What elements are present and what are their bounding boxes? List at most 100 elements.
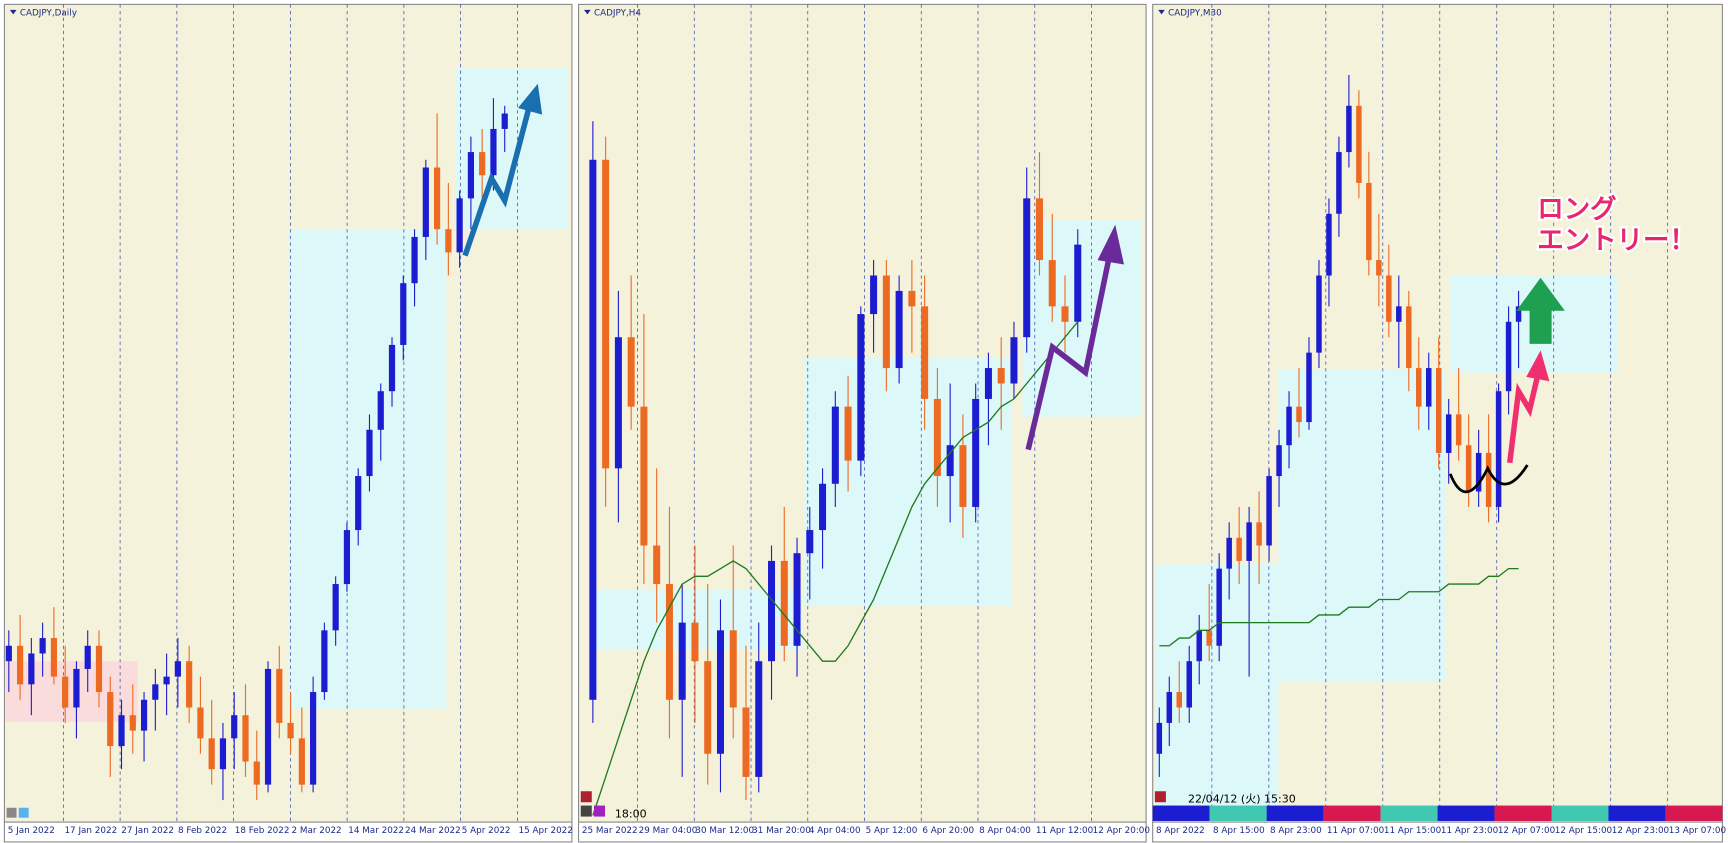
candle-body — [1346, 105, 1352, 153]
candle-body — [1425, 368, 1432, 407]
candle-body — [388, 344, 396, 392]
x-tick-label: 4 Apr 04:00 — [809, 826, 861, 836]
candle-body — [665, 584, 673, 700]
candle-body — [1485, 452, 1492, 507]
candle-body — [1445, 414, 1452, 453]
candle-body — [933, 398, 941, 477]
indicator-icon — [18, 807, 29, 818]
annotation-text: ロング — [1537, 194, 1616, 225]
candle-body — [95, 645, 103, 693]
candle-body — [1246, 522, 1252, 561]
candle-body — [1336, 152, 1342, 214]
candle-body — [984, 368, 992, 399]
range-box — [1278, 369, 1446, 682]
candle-body — [895, 290, 903, 369]
session-bar — [1380, 805, 1438, 821]
candle-body — [400, 283, 407, 345]
collapse-icon — [584, 9, 591, 15]
candle-body — [163, 676, 170, 685]
candle-body — [501, 113, 508, 129]
candle-body — [870, 275, 878, 315]
candle-body — [1366, 182, 1372, 261]
session-bar — [1551, 805, 1609, 821]
candle-body — [343, 530, 351, 585]
candle-body — [456, 198, 463, 253]
candle-body — [39, 638, 46, 654]
candle-body — [1406, 306, 1412, 369]
candle-body — [844, 406, 852, 461]
candle-body — [140, 699, 148, 731]
candle-body — [1166, 692, 1173, 723]
panel-title: CADJPY,H4 — [594, 8, 641, 18]
candle-body — [1396, 306, 1402, 322]
x-tick-label: 5 Apr 2022 — [462, 826, 511, 836]
candle-body — [1176, 692, 1183, 708]
candle-body — [716, 630, 724, 754]
candle-body — [231, 715, 238, 739]
candle-body — [831, 406, 839, 484]
session-bar — [1209, 805, 1267, 821]
collapse-icon — [9, 9, 17, 15]
double-bottom — [1448, 464, 1529, 494]
candle-body — [691, 622, 699, 662]
candle-body — [627, 337, 635, 407]
candle-body — [1356, 105, 1362, 183]
indicator-icon — [580, 805, 592, 817]
candle-body — [780, 560, 788, 646]
candle-body — [678, 622, 686, 700]
x-tick-label: 12 Apr 23:00 — [1612, 826, 1670, 836]
moving-average — [592, 321, 1079, 816]
candle-body — [287, 722, 294, 739]
candle-body — [1326, 213, 1332, 276]
arrowhead — [1097, 224, 1125, 265]
trend-arrow — [1507, 371, 1542, 464]
session-bar — [1323, 805, 1381, 821]
candle-body — [174, 661, 181, 677]
candle-body — [1475, 452, 1482, 492]
candle-body — [1216, 568, 1222, 646]
candle-body — [355, 476, 362, 531]
range-box — [5, 661, 138, 722]
x-axis-bar — [1152, 821, 1723, 843]
x-tick-label: 5 Apr 12:00 — [866, 826, 918, 836]
collapse-icon — [1158, 9, 1165, 15]
candle-body — [640, 406, 648, 546]
panel-title: CADJPY,Daily — [20, 8, 77, 18]
candle-body — [614, 337, 622, 469]
candle-body — [1226, 537, 1232, 569]
range-box — [455, 68, 568, 230]
x-tick-label: 12 Apr 15:00 — [1555, 826, 1613, 836]
candle-body — [1416, 368, 1422, 407]
time-label: 18:00 — [615, 808, 647, 821]
candle-body — [1266, 476, 1272, 546]
x-tick-label: 6 Apr 20:00 — [922, 826, 974, 836]
candle-body — [107, 692, 114, 747]
candle-body — [1048, 260, 1056, 307]
candle-body — [1296, 406, 1302, 423]
trend-arrow — [462, 98, 534, 257]
candle-body — [411, 236, 418, 284]
arrowhead — [1526, 350, 1550, 382]
candle-body — [5, 645, 12, 662]
x-tick-label: 2 Mar 2022 — [291, 826, 341, 836]
candle-body — [276, 668, 283, 723]
x-tick-label: 18 Feb 2022 — [235, 826, 290, 836]
candle-body — [1196, 630, 1202, 662]
x-tick-label: 30 Mar 12:00 — [695, 826, 754, 836]
candle-body — [1455, 414, 1462, 446]
trend-arrow — [1025, 248, 1114, 451]
candle-body — [1316, 275, 1322, 353]
candle-body — [972, 398, 980, 507]
indicator-icon — [1154, 791, 1166, 803]
x-tick-label: 8 Apr 04:00 — [979, 826, 1031, 836]
x-tick-label: 25 Mar 2022 — [582, 826, 638, 836]
candle-body — [332, 584, 339, 631]
candle-body — [445, 229, 452, 253]
candle-body — [242, 715, 249, 762]
candle-body — [208, 738, 215, 770]
candle-body — [1156, 722, 1163, 754]
panel-title: CADJPY,M30 — [1168, 8, 1222, 18]
x-tick-label: 8 Apr 15:00 — [1213, 826, 1265, 836]
candle-body — [1010, 337, 1018, 384]
